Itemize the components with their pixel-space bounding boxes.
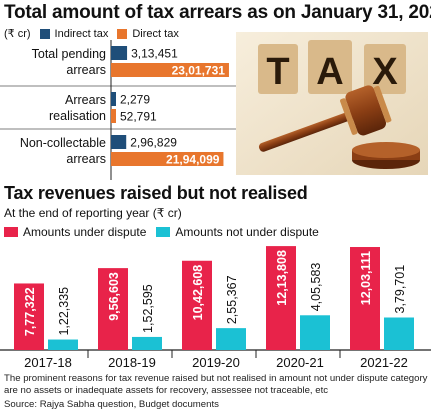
bar-direct-tax — [111, 109, 116, 123]
bar-under-dispute — [98, 268, 128, 350]
x-tick-label: 2018-19 — [108, 355, 156, 370]
category-label: realisation — [49, 109, 106, 123]
bar-not-under-dispute — [300, 315, 330, 350]
legend-label-not-disputed: Amounts not under dispute — [175, 225, 319, 239]
bar-direct-tax — [111, 152, 224, 166]
bar-not-under-dispute — [132, 336, 162, 350]
bar-value-label: 2,279 — [120, 93, 150, 107]
category-label: arrears — [66, 152, 106, 166]
legend-label-direct: Direct tax — [132, 27, 179, 40]
bar-indirect-tax — [111, 46, 128, 60]
bar-under-dispute — [14, 283, 44, 350]
bar-value-label: 1,22,335 — [57, 287, 71, 336]
legend-item-not-disputed: Amounts not under dispute — [156, 225, 319, 239]
bar-value-label: 12,03,111 — [359, 251, 373, 305]
tax-gavel-illustration: T A X — [236, 32, 428, 175]
unrealised-revenue-chart: 7,77,322 1,22,335 2017-18 9,56,603 1,52,595 2… — [0, 246, 431, 370]
bar-value-label: 9,56,603 — [107, 272, 121, 321]
illustration-letter-t: T — [266, 51, 289, 93]
legend-label-indirect: Indirect tax — [54, 27, 109, 40]
bar-not-under-dispute — [384, 317, 414, 350]
illustration-letter-a: A — [316, 51, 343, 93]
x-tick-label: 2020-21 — [276, 355, 324, 370]
bar-value-label: 3,79,701 — [393, 265, 407, 314]
x-tick-label: 2021-22 — [360, 355, 408, 370]
bar-indirect-tax — [111, 92, 116, 106]
x-tick-label: 2017-18 — [24, 355, 72, 370]
legend-item-disputed: Amounts under dispute — [4, 225, 146, 239]
bar-value-label: 7,77,322 — [23, 287, 37, 336]
gavel-icon: T A X — [236, 32, 428, 175]
bar-direct-tax — [111, 63, 229, 77]
bar-under-dispute — [182, 260, 212, 350]
legend-swatch-direct — [117, 28, 128, 39]
legend-swatch-indirect — [39, 28, 50, 39]
top-chart-legend: (₹ cr) Indirect tax Direct tax — [4, 27, 179, 41]
category-label: Non-collectable — [20, 136, 106, 150]
tax-arrears-chart: Total pending arrears 3,13,451 23,01,731 Arr… — [0, 40, 236, 180]
bar-value-label: 21,94,099 — [166, 153, 220, 167]
illustration-letter-x: X — [372, 51, 398, 93]
source-note: Source: Rajya Sabha question, Budget doc… — [4, 399, 219, 410]
category-label: Arrears — [65, 93, 106, 107]
legend-swatch-not-disputed — [156, 227, 171, 237]
bottom-chart-title: Tax revenues raised but not realised — [4, 183, 308, 203]
legend-swatch-disputed — [4, 227, 18, 237]
bar-indirect-tax — [111, 135, 127, 149]
bar-value-label: 4,05,583 — [309, 263, 323, 312]
bar-value-label: 3,13,451 — [131, 47, 178, 61]
bar-value-label: 52,791 — [120, 110, 157, 124]
category-label: Total pending — [32, 47, 106, 61]
bar-value-label: 23,01,731 — [172, 64, 226, 78]
bar-under-dispute — [266, 246, 296, 350]
bar-value-label: 12,13,808 — [275, 250, 289, 306]
bottom-chart-legend: Amounts under dispute Amounts not under … — [4, 225, 329, 239]
top-chart-title: Total amount of tax arrears as on Januar… — [4, 2, 431, 23]
bar-value-label: 2,96,829 — [130, 136, 177, 150]
bar-not-under-dispute — [216, 328, 246, 350]
bar-value-label: 1,52,595 — [141, 284, 155, 333]
category-label: arrears — [66, 63, 106, 77]
bar-under-dispute — [350, 247, 380, 350]
bar-value-label: 2,55,367 — [225, 275, 239, 324]
x-tick-label: 2019-20 — [192, 355, 240, 370]
bar-value-label: 10,42,608 — [191, 265, 205, 321]
unit-label: (₹ cr) — [4, 28, 31, 40]
legend-label-disputed: Amounts under dispute — [23, 225, 147, 239]
bottom-chart-subtitle: At the end of reporting year (₹ cr) — [4, 206, 182, 220]
footnote: The prominent reasons for tax revenue ra… — [4, 373, 428, 396]
bar-not-under-dispute — [48, 339, 78, 350]
